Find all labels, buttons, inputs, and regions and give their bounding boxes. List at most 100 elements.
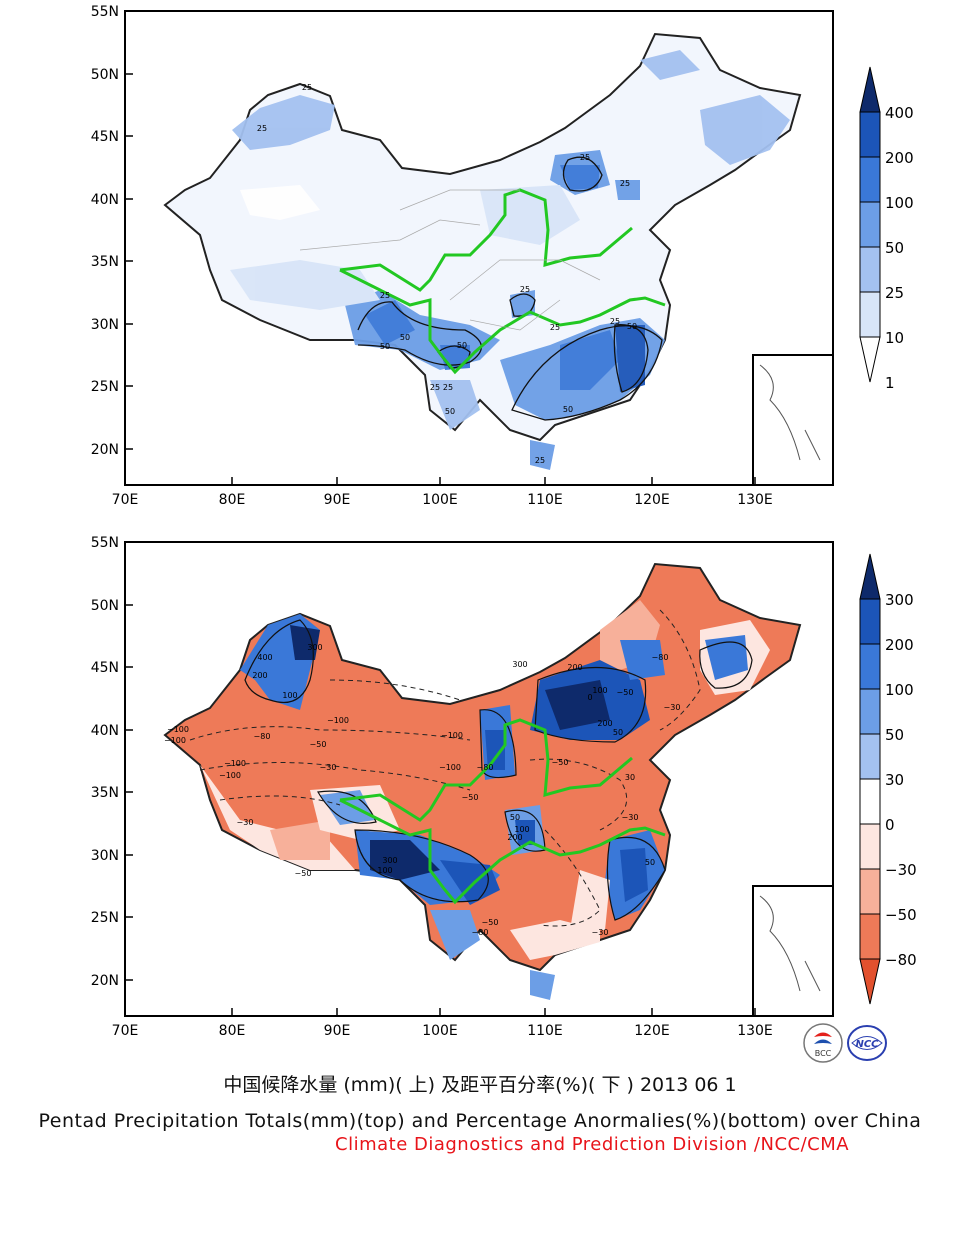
y-tick-label: 30N (91, 317, 119, 333)
contour-label: −50 (617, 688, 634, 697)
contour-label: −30 (664, 703, 681, 712)
colorbar-label: 1 (885, 374, 895, 392)
bottom-dashed-contours (189, 609, 701, 927)
y-tick-label: 25N (91, 910, 119, 926)
contour-label: 300 (512, 660, 527, 669)
contour-label: −50 (295, 869, 312, 878)
y-tick-label: 20N (91, 442, 119, 458)
top-contours (357, 156, 663, 421)
colorbar-bottom-arrow (859, 336, 881, 383)
x-tick-label: 70E (112, 1023, 139, 1039)
colorbar-label: −30 (885, 861, 917, 879)
contour-label: −80 (652, 653, 669, 662)
contour-label: 25 (257, 124, 267, 133)
contour-label: 25 (380, 291, 390, 300)
colorbar-label: 25 (885, 284, 904, 302)
colorbar-label: 50 (885, 726, 904, 744)
x-tick-label: 80E (219, 1023, 246, 1039)
colorbar-segment (859, 156, 881, 203)
contour-label: 50 (380, 342, 390, 351)
credit-caption: Climate Diagnostics and Prediction Divis… (335, 1134, 850, 1155)
contour-label: 30 (625, 773, 635, 782)
x-tick-label: 70E (112, 492, 139, 508)
colorbar-label: 100 (885, 194, 914, 212)
bottom-rivers (339, 718, 666, 905)
contour-label: 50 (510, 813, 520, 822)
contour-label: 400 (257, 653, 272, 662)
contour-label: 100 (282, 691, 297, 700)
contour-label: 200 (567, 663, 582, 672)
x-tick-label: 120E (634, 1023, 670, 1039)
colorbar-label: 200 (885, 636, 914, 654)
contour-label: 50 (400, 333, 410, 342)
ncc-logo: NCC (847, 1025, 887, 1061)
contour-label: 50 (627, 322, 637, 331)
x-tick-label: 110E (527, 1023, 563, 1039)
contour-label: 300 (307, 643, 322, 652)
colorbar-top-arrow (859, 553, 881, 600)
contour-label: 25 (620, 179, 630, 188)
colorbar-segment (859, 643, 881, 690)
contour-label: 50 (613, 728, 623, 737)
y-tick-label: 45N (91, 660, 119, 676)
colorbar-segment (859, 111, 881, 158)
bottom-inset-frame (752, 885, 834, 1017)
y-tick-label: 25N (91, 379, 119, 395)
y-tick-label: 50N (91, 598, 119, 614)
x-tick-label: 100E (422, 492, 458, 508)
top-precip-map: 70E 80E 90E 100E 110E 120E 130E 55N 50N 45N 40N 35… (0, 0, 960, 520)
colorbar-label: 100 (885, 681, 914, 699)
colorbar-label: 400 (885, 104, 914, 122)
colorbar-segment (859, 201, 881, 248)
contour-label: −100 (164, 736, 186, 745)
colorbar-label: 30 (885, 771, 904, 789)
contour-label: −100 (327, 716, 349, 725)
contour-label: 200 (507, 833, 522, 842)
colorbar-label: 0 (885, 816, 895, 834)
colorbar-label: 10 (885, 329, 904, 347)
top-shading (230, 50, 790, 470)
colorbar-label: 50 (885, 239, 904, 257)
contour-label: −50 (462, 793, 479, 802)
x-tick-label: 120E (634, 492, 670, 508)
contour-label: 25 (443, 383, 453, 392)
top-y-axis: 55N 50N 45N 40N 35N 30N 25N 20N (91, 4, 133, 458)
contour-label: 25 (610, 317, 620, 326)
colorbar-segment (859, 688, 881, 735)
contour-label: 200 (597, 719, 612, 728)
contour-label: 25 (550, 323, 560, 332)
y-tick-label: 45N (91, 129, 119, 145)
english-caption: Pentad Precipitation Totals(mm)(top) and… (38, 1110, 922, 1132)
contour-label: 50 (645, 858, 655, 867)
contour-label: −100 (224, 759, 246, 768)
contour-label: 100 (592, 686, 607, 695)
y-tick-label: 40N (91, 192, 119, 208)
y-tick-label: 40N (91, 723, 119, 739)
top-map-frame (124, 10, 834, 486)
colorbar-segment (859, 246, 881, 293)
contour-label: 50 (563, 405, 573, 414)
bcc-logo: BCC (803, 1023, 843, 1063)
colorbar-segment (859, 291, 881, 338)
contour-label: −80 (254, 732, 271, 741)
colorbar-segment (859, 778, 881, 825)
colorbar-label: −80 (885, 951, 917, 969)
top-rivers (339, 188, 666, 375)
colorbar-label: −50 (885, 906, 917, 924)
x-tick-label: 100E (422, 1023, 458, 1039)
contour-label: 300 (382, 856, 397, 865)
x-tick-label: 130E (737, 1023, 773, 1039)
contour-label: 100 (514, 825, 529, 834)
contour-label: −50 (310, 740, 327, 749)
contour-label: 100 (377, 866, 392, 875)
colorbar-segment (859, 868, 881, 915)
bottom-x-axis: 70E 80E 90E 100E 110E 120E 130E (112, 1008, 773, 1039)
y-tick-label: 35N (91, 785, 119, 801)
chinese-caption: 中国候降水量 (mm)( 上) 及距平百分率(%)( 下 ) 2013 06 1 (223, 1074, 737, 1096)
contour-label: −100 (219, 771, 241, 780)
contour-label: −30 (320, 763, 337, 772)
top-x-axis: 70E 80E 90E 100E 110E 120E 130E (112, 477, 773, 508)
contour-label: 25 (535, 456, 545, 465)
y-tick-label: 35N (91, 254, 119, 270)
